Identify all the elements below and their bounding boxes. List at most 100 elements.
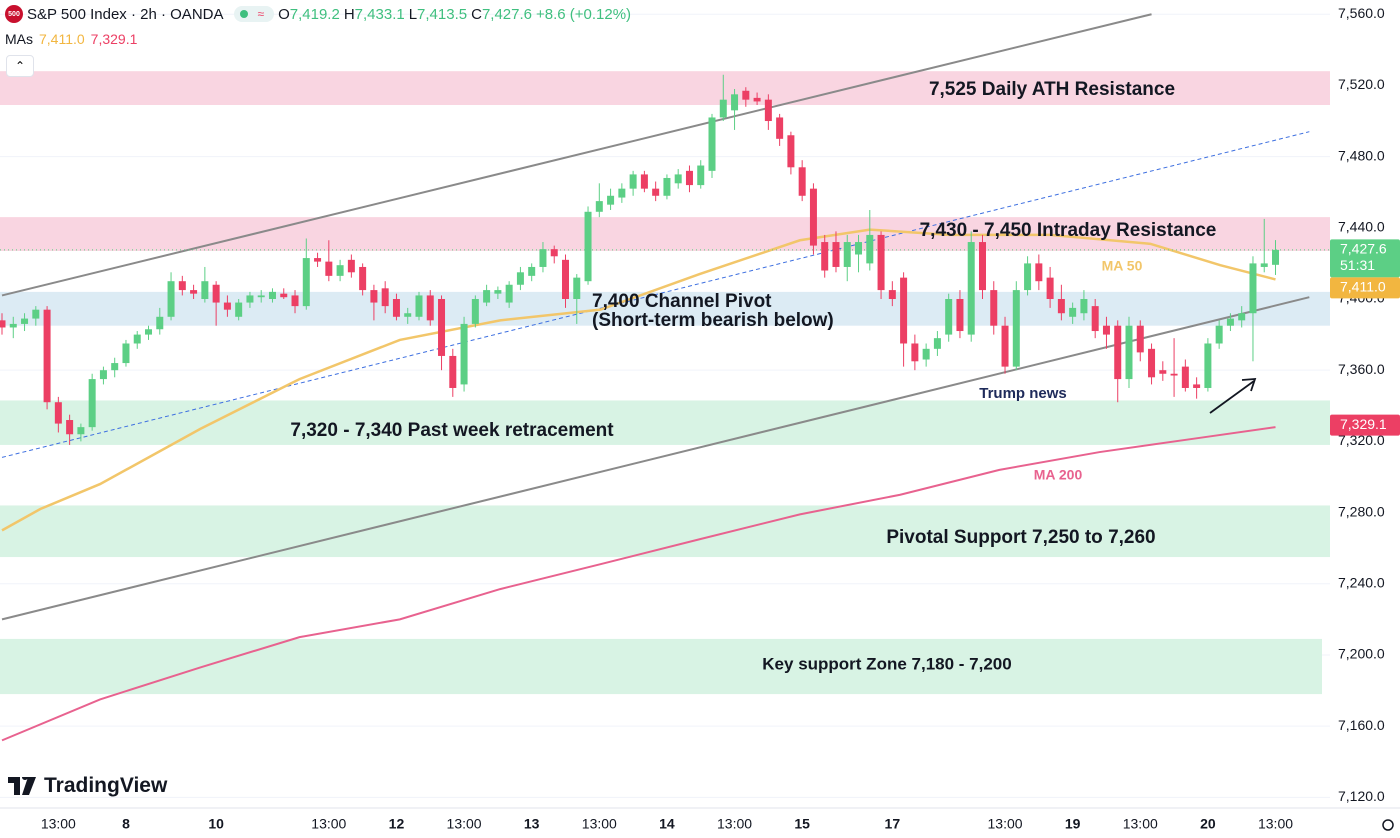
zone-label: Key support Zone 7,180 - 7,200 [762, 654, 1011, 673]
candle-body [1170, 373, 1178, 376]
candle-body [1272, 249, 1280, 265]
candle-body [1148, 348, 1156, 378]
ma-label: MA 50 [1102, 258, 1143, 274]
candle-body [1226, 318, 1234, 326]
candle-body [111, 363, 119, 371]
y-tick-label: 7,480.0 [1338, 147, 1385, 163]
watermark-text: TradingView [44, 774, 168, 797]
candle-body [246, 295, 254, 303]
zone [0, 217, 1330, 251]
candle-body [1238, 313, 1246, 321]
x-tick-label: 20 [1200, 816, 1216, 832]
ma-legend: MAs 7,411.0 7,329.1 [5, 31, 143, 47]
symbol-name[interactable]: S&P 500 Index · 2h · OANDA [27, 5, 224, 23]
candle-body [280, 293, 288, 298]
candle-body [77, 427, 85, 435]
candle-body [291, 295, 299, 307]
candle-body [1181, 366, 1189, 388]
y-tick-label: 7,440.0 [1338, 219, 1385, 235]
candle-body [471, 298, 479, 324]
candle-body [652, 188, 660, 196]
candle-body [528, 266, 536, 276]
candle-body [415, 295, 423, 317]
x-tick-label: 13:00 [1258, 816, 1293, 832]
candle-body [66, 420, 74, 435]
candle-body [584, 211, 592, 282]
ma200-value: 7,329.1 [90, 31, 138, 47]
candle-body [1091, 306, 1099, 332]
zone [0, 638, 1322, 695]
candle-body [742, 90, 750, 100]
candle-body [268, 291, 276, 299]
candle-body [1080, 298, 1088, 314]
price-label: 7,427.6 [1340, 241, 1387, 257]
mas-label: MAs [5, 31, 33, 47]
y-tick-label: 7,360.0 [1338, 361, 1385, 377]
y-tick-label: 7,280.0 [1338, 503, 1385, 519]
candle-body [438, 298, 446, 356]
candle-body [505, 284, 513, 303]
zone-label: 7,525 Daily ATH Resistance [929, 79, 1175, 100]
candle-body [381, 288, 389, 307]
x-tick-label: 17 [885, 816, 901, 832]
x-tick-label: 15 [794, 816, 810, 832]
trend-line [1, 131, 1310, 458]
collapse-button[interactable]: ⌃ [6, 55, 34, 77]
candle-body [21, 318, 29, 324]
zone-label: Pivotal Support 7,250 to 7,260 [886, 527, 1155, 548]
candle-body [708, 117, 716, 171]
candle-body [821, 242, 829, 271]
candle-body [1215, 325, 1223, 344]
candle-body [640, 174, 648, 189]
zone [0, 71, 1330, 106]
candle-body [314, 258, 322, 262]
candle-body [607, 195, 615, 205]
candle-body [550, 249, 558, 257]
candle-body [235, 302, 243, 317]
candle-body [483, 290, 491, 303]
candle-body [731, 94, 739, 111]
candle-body [573, 277, 581, 299]
zone-label: (Short-term bearish below) [592, 310, 834, 331]
low-value: 7,413.5 [417, 5, 468, 23]
zone-label: 7,320 - 7,340 Past week retracement [290, 420, 614, 441]
status-pill[interactable]: ≈ [233, 6, 275, 22]
price-label: 7,411.0 [1340, 279, 1386, 295]
high-value: 7,433.1 [354, 5, 405, 23]
candle-body [674, 174, 682, 184]
y-tick-label: 7,560.0 [1338, 5, 1385, 21]
price-label-box [1330, 414, 1400, 436]
candle-body [618, 188, 626, 198]
candle-body [9, 323, 17, 328]
candle-body [516, 272, 524, 285]
symbol-logo: 500 [5, 5, 23, 23]
ma-label: MA 200 [1034, 467, 1083, 483]
candle-body [133, 334, 141, 344]
candle-body [1069, 307, 1077, 317]
candle-body [1204, 343, 1212, 388]
wave-icon: ≈ [257, 7, 265, 21]
candle-body [156, 316, 164, 330]
candle-body [956, 298, 964, 332]
candle-body [877, 234, 885, 291]
candle-body [776, 117, 784, 139]
x-tick-label: 8 [122, 816, 130, 832]
ma50-value: 7,411.0 [39, 31, 85, 47]
candle-body [43, 309, 51, 403]
candle-body [347, 259, 355, 273]
candle-body [212, 284, 220, 303]
change-value: +8.6 (+0.12%) [535, 5, 632, 23]
candle-body [990, 290, 998, 326]
watermark: TradingView [8, 774, 167, 798]
trend-line [1, 296, 1310, 621]
candle-body [201, 281, 209, 299]
candle-body [753, 97, 761, 102]
candle-body [629, 174, 637, 189]
candle-body [663, 177, 671, 196]
y-tick-label: 7,120.0 [1338, 788, 1385, 804]
candle-body [866, 234, 874, 264]
candle-body [54, 402, 62, 424]
candle-body [1159, 370, 1167, 374]
candle-body [1102, 325, 1110, 335]
